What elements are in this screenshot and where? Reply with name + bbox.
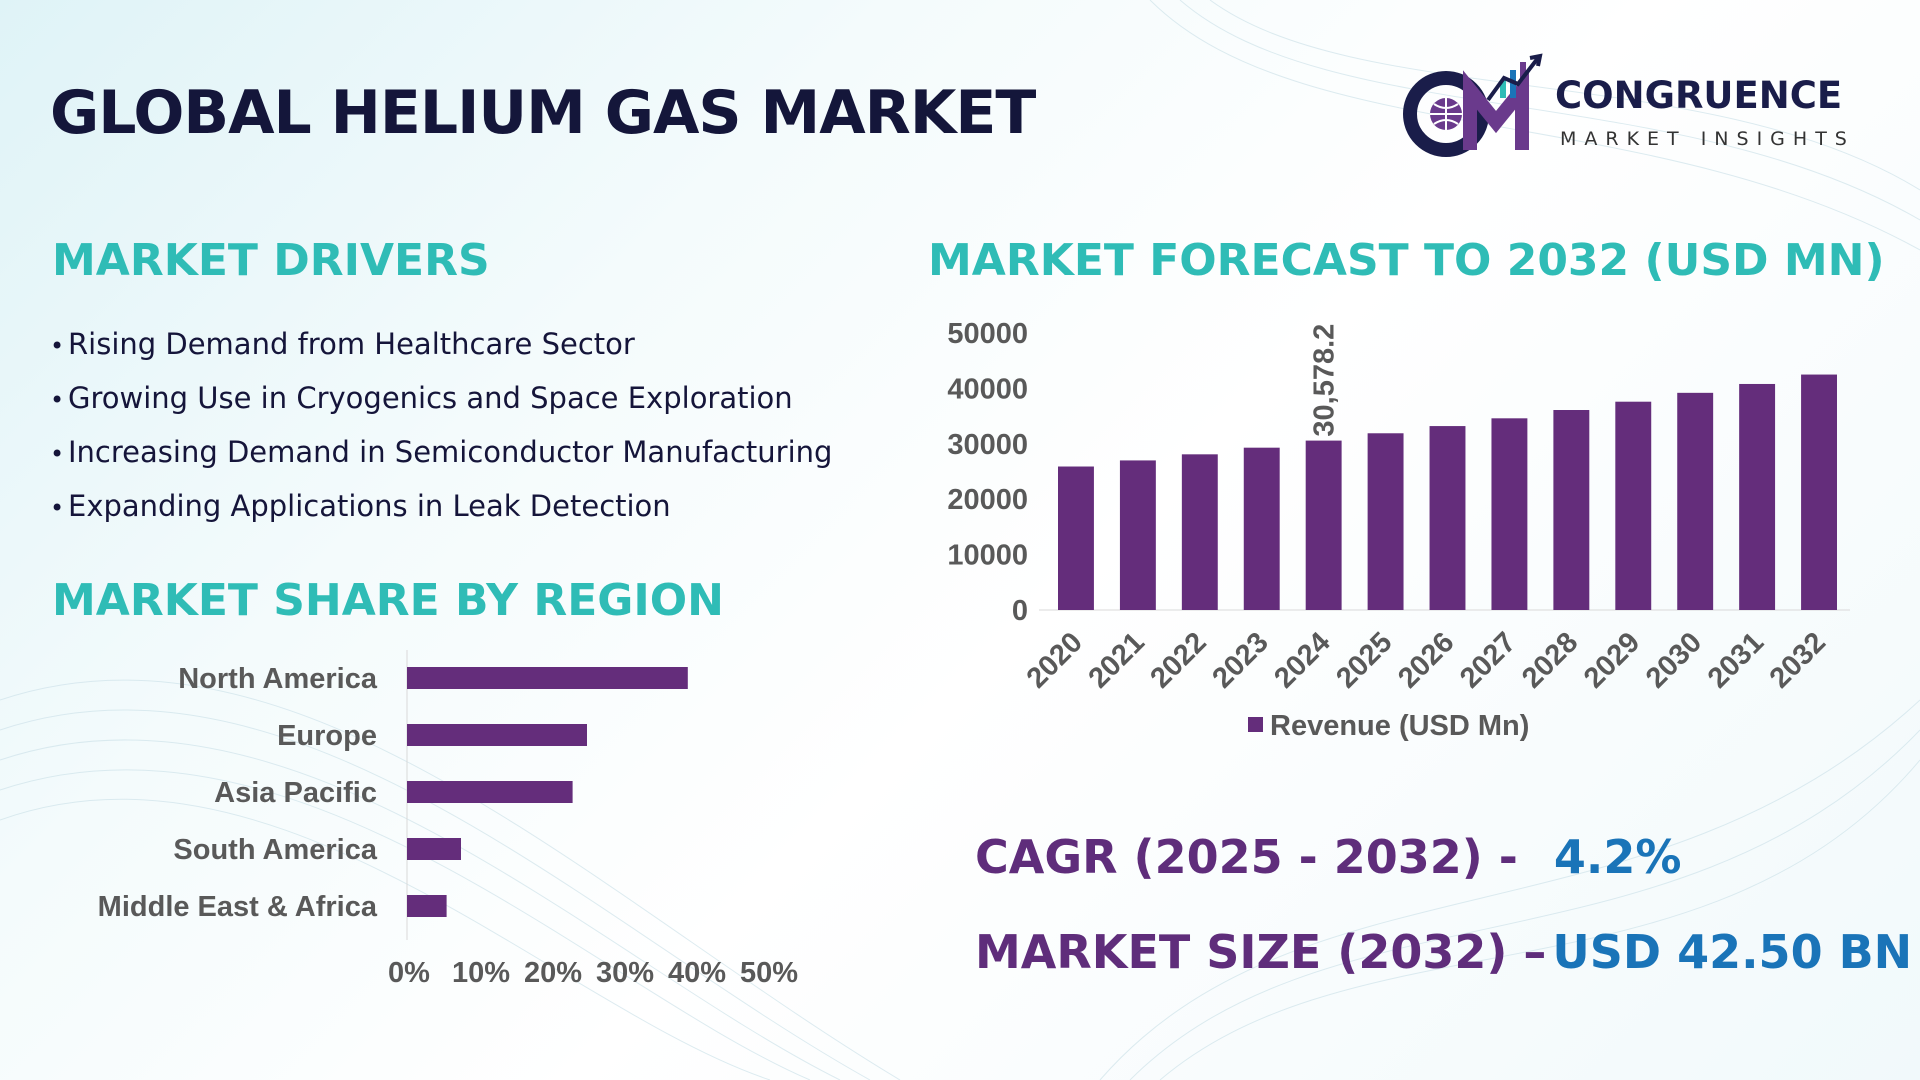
driver-text: Increasing Demand in Semiconductor Manuf… [68,435,833,469]
cagr-value: 4.2% [1553,830,1682,884]
y-tick-label: 10000 [947,540,1028,572]
x-tick-label: 2025 [1330,626,1398,694]
x-tick-label: 50% [740,957,798,989]
driver-text: Growing Use in Cryogenics and Space Expl… [68,381,793,415]
market-size-label: MARKET SIZE (2032) – [975,925,1547,979]
x-tick-label: 30% [596,957,654,989]
region-heading: MARKET SHARE BY REGION [52,575,724,626]
x-tick-label: 2029 [1578,626,1646,694]
region-share-chart: North America Europe Asia Pacific South Ame… [98,650,798,989]
x-tick-label: 20% [524,957,582,989]
data-label: 30,578.2 [1309,324,1341,437]
y-tick-label: 40000 [947,373,1028,405]
forecast-bar [1119,460,1156,610]
logo-mark-icon [1403,53,1543,157]
driver-item: • Expanding Applications in Leak Detectio… [50,489,671,523]
legend-label: Revenue (USD Mn) [1270,710,1529,742]
driver-text: Expanding Applications in Leak Detection [68,489,671,523]
company-logo: CONGRUENCE MARKET INSIGHTS [1400,50,1880,160]
cagr-label: CAGR (2025 - 2032) - [975,830,1518,884]
forecast-bar [1801,374,1837,610]
market-size-value: USD 42.50 BN [1552,925,1913,979]
region-bar [407,895,447,917]
forecast-bar [1739,383,1776,610]
category-label: Europe [277,720,377,752]
forecast-bar [1429,426,1466,610]
forecast-bar [1243,447,1280,610]
cagr-line: CAGR (2025 - 2032) - 4.2% [975,830,1681,884]
logo-tagline: MARKET INSIGHTS [1560,128,1855,150]
category-label: Asia Pacific [214,777,377,809]
forecast-bar [1491,418,1528,610]
forecast-bar [1677,392,1714,610]
legend-swatch [1248,717,1263,732]
drivers-heading: MARKET DRIVERS [52,235,490,286]
forecast-bar [1181,454,1218,610]
region-bar [407,724,587,746]
region-bar [407,667,688,689]
driver-item: • Growing Use in Cryogenics and Space Exp… [50,381,793,415]
category-label: South America [173,834,377,866]
y-tick-label: 0 [1012,595,1028,627]
x-tick-label: 2032 [1764,626,1832,694]
y-tick-label: 20000 [947,484,1028,516]
x-tick-label: 0% [388,957,430,989]
category-label: North America [178,663,378,695]
y-tick-label: 30000 [947,429,1028,461]
forecast-bar [1367,433,1404,610]
forecast-heading: MARKET FORECAST TO 2032 (USD MN) [928,235,1885,286]
region-bar [407,781,573,803]
x-tick-label: 2020 [1021,626,1089,694]
market-size-line: MARKET SIZE (2032) – USD 42.50 BN [975,925,1912,979]
x-tick-label: 2027 [1454,626,1522,694]
x-tick-label: 2023 [1206,626,1274,694]
y-tick-label: 50000 [947,318,1028,350]
x-tick-label: 2030 [1640,626,1708,694]
x-tick-label: 2021 [1083,626,1151,694]
x-tick-label: 2024 [1268,626,1336,694]
logo-name: CONGRUENCE [1555,74,1843,117]
drivers-list: • Rising Demand from Healthcare Sector • G… [50,322,832,538]
forecast-bar [1058,466,1094,610]
x-tick-label: 2022 [1145,626,1213,694]
driver-text: Rising Demand from Healthcare Sector [68,327,635,361]
page-title: GLOBAL HELIUM GAS MARKET [50,78,1036,148]
driver-item: • Increasing Demand in Semiconductor Manu… [50,435,833,469]
forecast-bar [1305,440,1342,610]
forecast-bar [1553,410,1590,610]
x-tick-label: 2028 [1516,626,1584,694]
x-tick-label: 40% [668,957,726,989]
x-tick-label: 10% [452,957,510,989]
forecast-bar [1615,401,1652,610]
x-tick-label: 2026 [1392,626,1460,694]
category-label: Middle East & Africa [98,891,378,923]
x-tick-label: 2031 [1702,626,1770,694]
region-bar [407,838,461,860]
forecast-chart: 0100002000030000400005000020202021202220… [947,318,1850,742]
driver-item: • Rising Demand from Healthcare Sector [50,327,635,361]
